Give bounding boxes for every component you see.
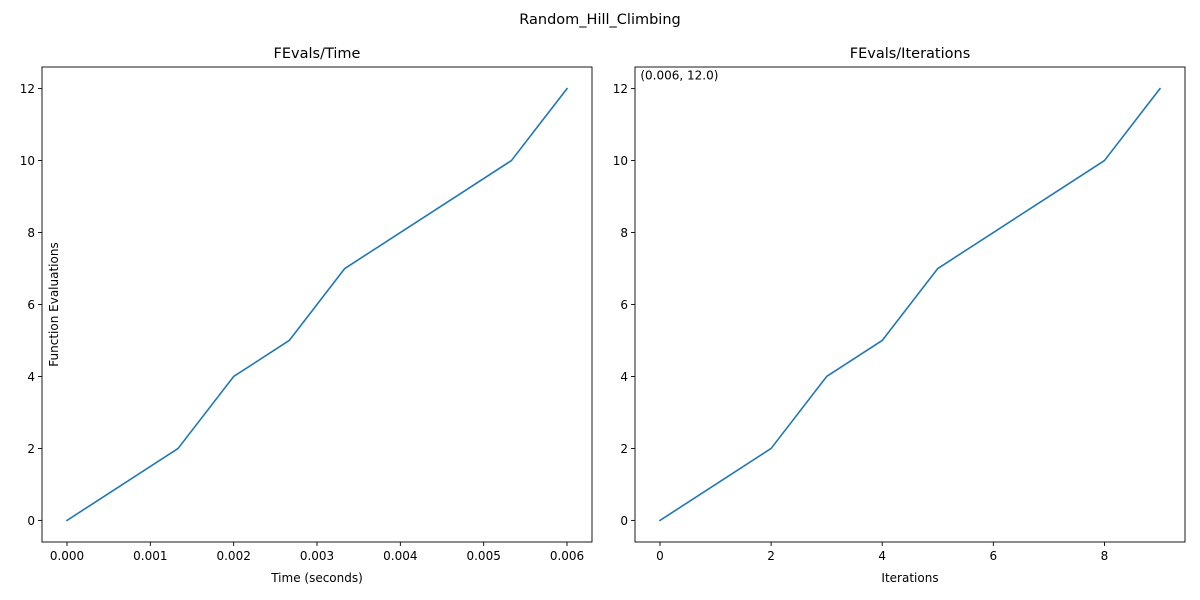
x-tick-label: 0.005 [466, 549, 500, 563]
y-tick-label: 8 [27, 226, 35, 240]
x-axis-label: Iterations [881, 571, 938, 585]
x-tick-label: 6 [990, 549, 998, 563]
y-tick-label: 0 [620, 514, 628, 528]
x-tick-label: 0 [656, 549, 664, 563]
y-tick-label: 12 [613, 82, 628, 96]
x-tick-label: 0.006 [550, 549, 584, 563]
annotation-text: (0.006, 12.0) [640, 69, 718, 83]
x-tick-label: 0.000 [50, 549, 84, 563]
figure-title: Random_Hill_Climbing [519, 12, 680, 28]
y-tick-label: 10 [20, 154, 35, 168]
x-axis-label: Time (seconds) [270, 571, 363, 585]
y-axis-label: Function Evaluations [47, 242, 61, 366]
x-tick-label: 0.004 [383, 549, 417, 563]
subplot-title: FEvals/Time [274, 46, 361, 62]
y-tick-label: 10 [613, 154, 628, 168]
y-tick-label: 4 [27, 370, 35, 384]
axes-frame [41, 66, 593, 543]
subplot-1: FEvals/Time 0.000 0.001 0.002 0.003 0.004 0.00… [20, 46, 593, 585]
subplot-2: FEvals/Iterations 0 2 4 6 8 0 2 4 6 8 10 12 Iteration… [613, 46, 1186, 585]
y-tick-label: 4 [620, 370, 628, 384]
axes-frame [634, 66, 1186, 543]
y-tick-label: 6 [620, 298, 628, 312]
x-tick-label: 8 [1101, 549, 1109, 563]
x-tick-label: 0.003 [300, 549, 334, 563]
y-tick-label: 0 [27, 514, 35, 528]
series-line [658, 87, 1162, 522]
y-tick-label: 12 [20, 82, 35, 96]
x-tick-label: 2 [767, 549, 775, 563]
x-tick-label: 0.001 [133, 549, 167, 563]
y-tick-label: 2 [620, 442, 628, 456]
subplot-title: FEvals/Iterations [850, 46, 971, 62]
charts: FEvals/Time 0.000 0.001 0.002 0.003 0.004 0.00… [20, 46, 1186, 585]
x-tick-label: 4 [878, 549, 886, 563]
y-tick-label: 8 [620, 226, 628, 240]
y-tick-label: 2 [27, 442, 35, 456]
x-tick-label: 0.002 [216, 549, 250, 563]
y-tick-label: 6 [27, 298, 35, 312]
series-line [65, 87, 569, 522]
